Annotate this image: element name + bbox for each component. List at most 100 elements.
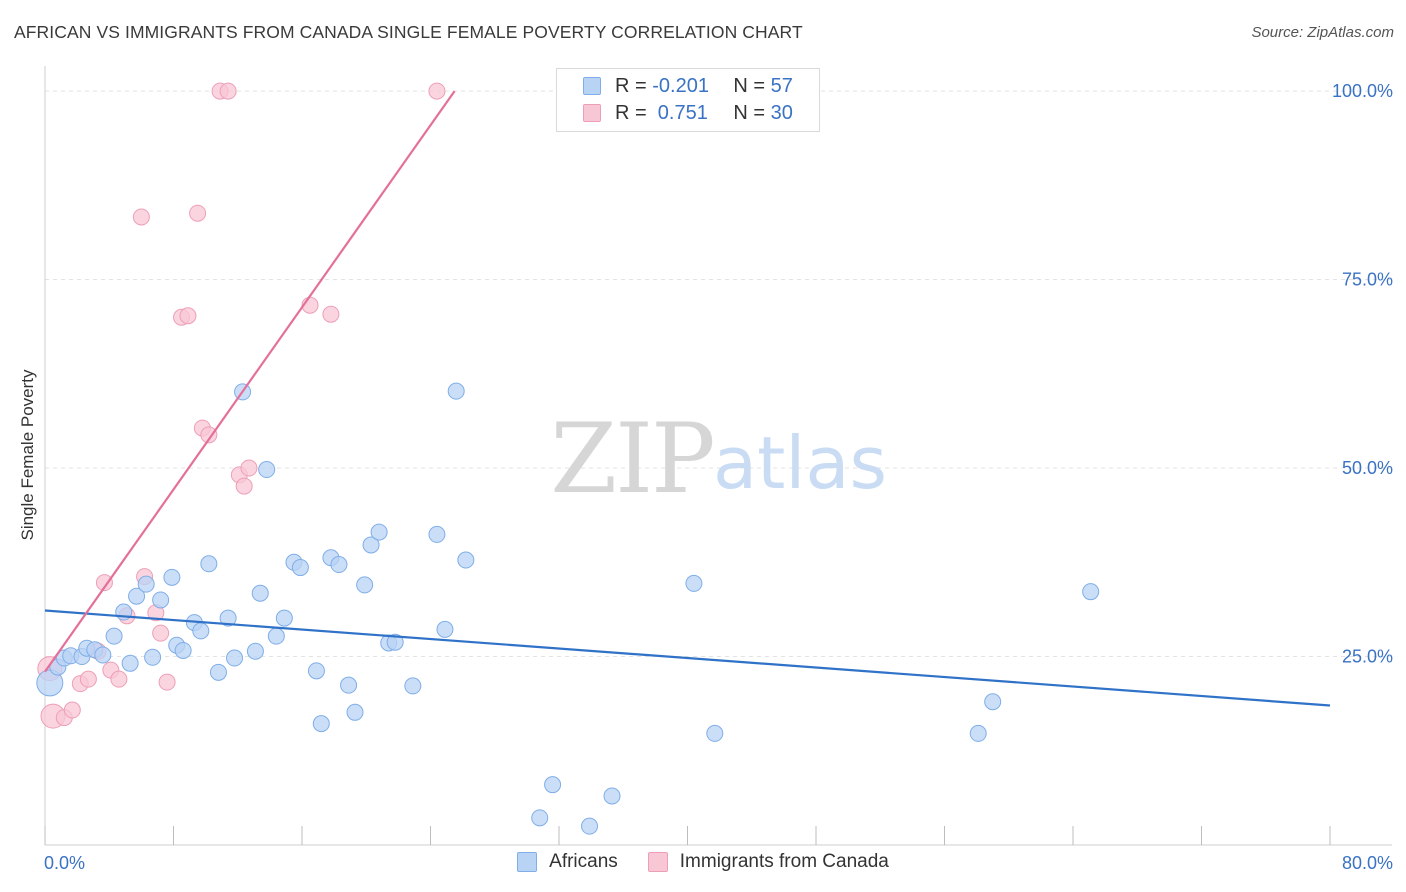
point-africans [386,633,404,651]
chart-title: AFRICAN VS IMMIGRANTS FROM CANADA SINGLE… [14,22,803,42]
grid [45,90,1392,658]
point-immigrants-from-canada [179,307,197,325]
legend-swatch-africans [517,852,538,872]
legend-item-immigrants-from-canada[interactable]: Immigrants from Canada [647,851,889,873]
point-africans [969,724,987,742]
point-africans [330,556,348,574]
point-africans [219,609,237,627]
y-tick-label: 25.0% [1342,647,1393,667]
point-africans [428,525,446,543]
legend-swatch-africans [583,77,601,95]
point-africans [251,584,269,602]
point-africans [340,676,358,694]
point-africans [174,641,192,659]
tick-labels: 25.0% 50.0% 75.0% 100.0% 0.0% 80.0% [44,81,1393,873]
point-africans [457,551,475,569]
point-immigrants-from-canada [110,670,128,688]
point-immigrants-from-canada [240,459,258,477]
point-africans [152,591,170,609]
legend-row-immigrants: R = 0.751 N = 30 [583,100,793,126]
legend-row-africans: R = -0.201 N = 57 [583,73,793,99]
point-immigrants-from-canada [235,477,253,495]
y-axis-label: Single Female Poverty [18,369,37,541]
point-immigrants-from-canada [152,624,170,642]
point-immigrants-from-canada [95,574,113,592]
point-africans [362,536,380,554]
point-africans [36,669,64,697]
legend-r-label: R = [615,74,647,97]
legend-label-africans: Africans [549,851,618,872]
point-africans [356,576,374,594]
legend-swatch-immigrants [583,104,601,122]
axes [44,66,1392,846]
point-africans [1082,583,1100,601]
y-tick-label: 50.0% [1342,458,1393,478]
point-africans [275,609,293,627]
legend-r-value: -0.201 [652,74,709,97]
legend-n-label: N = [733,74,766,97]
point-africans [246,642,264,660]
point-africans [404,677,422,695]
point-africans [226,649,244,667]
point-africans [312,715,330,733]
point-africans [307,662,325,680]
point-africans [163,568,181,586]
legend-label-immigrants-from-canada: Immigrants from Canada [679,851,889,872]
point-immigrants-from-canada [189,204,207,222]
point-africans [603,787,621,805]
point-africans [200,555,218,573]
legend-swatch-immigrants [647,852,668,872]
point-africans [370,523,388,541]
point-immigrants-from-canada [428,82,446,100]
watermark-zip: ZIP [550,403,713,515]
x-tick-label-max: 80.0% [1342,853,1393,873]
point-africans [105,627,123,645]
legend-n-value: 57 [770,74,793,97]
x-tick-label-min: 0.0% [44,853,85,873]
legend-r-label: R = [615,101,647,124]
point-immigrants-from-canada [200,426,218,444]
point-africans [137,575,155,593]
y-tick-label: 75.0% [1342,270,1393,290]
point-africans [531,809,549,827]
legend-n-value: 30 [770,101,793,124]
y-tick-label: 100.0% [1332,81,1393,101]
point-immigrants-from-canada [63,701,81,719]
point-africans [436,620,454,638]
point-africans [984,693,1002,711]
trend-line-africans [44,609,1331,707]
point-africans [258,461,276,479]
point-africans [346,703,364,721]
point-immigrants-from-canada [158,673,176,691]
point-africans [209,663,227,681]
point-africans [291,559,309,577]
point-africans [581,817,599,835]
legend-n-label: N = [733,101,766,124]
trend-line-immigrants-from-canada [44,90,456,673]
legend-item-africans[interactable]: Africans [517,851,618,873]
point-immigrants-from-canada [219,82,237,100]
point-africans [121,654,139,672]
point-africans [544,776,562,794]
point-africans [94,646,112,664]
source-label: Source: ZipAtlas.com [1251,24,1394,41]
point-africans [685,574,703,592]
point-africans [447,382,465,400]
series-africans [36,382,1100,835]
trend-lines [44,90,1331,707]
point-africans [267,627,285,645]
point-immigrants-from-canada [322,305,340,323]
point-africans [706,724,724,742]
watermark: ZIP atlas [550,403,887,515]
point-immigrants-from-canada [132,208,150,226]
watermark-atlas: atlas [713,421,887,505]
point-africans [192,622,210,640]
point-africans [144,648,162,666]
series-immigrants-from-canada [37,82,576,729]
series-legend: Africans Immigrants from Canada [0,851,1406,873]
correlation-legend: R = -0.201 N = 57 R = 0.751 N = 30 [556,68,820,132]
legend-r-value: 0.751 [652,101,708,124]
point-immigrants-from-canada [79,670,97,688]
point-africans [128,587,146,605]
